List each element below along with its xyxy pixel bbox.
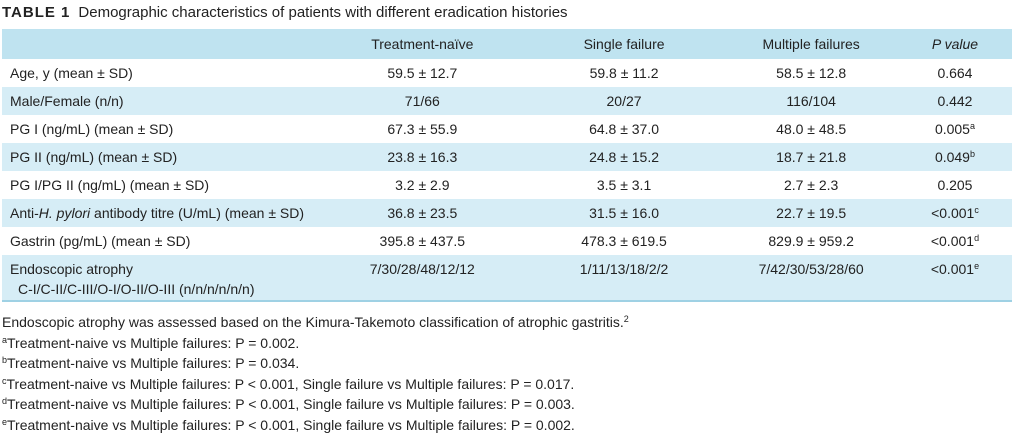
table-header-row: Treatment-naïve Single failure Multiple …	[2, 29, 1012, 59]
cell-single-failure: 59.8 ± 11.2	[589, 65, 659, 81]
row-label: PG I/PG II (ng/mL) (mean ± SD)	[10, 177, 210, 193]
cell-treatment-naive: 67.3 ± 55.9	[387, 121, 458, 137]
header-blank	[2, 29, 321, 59]
table-label: TABLE 1	[2, 4, 71, 21]
footnote-text: Treatment-naive vs Multiple failures: P …	[7, 416, 575, 433]
footnote-e: eTreatment-naive vs Multiple failures: P…	[2, 415, 629, 436]
p-value: <0.001	[930, 261, 975, 277]
footnote-mark: a	[969, 121, 975, 131]
table-row-antibody: Anti-H. pylori antibody titre (U/mL) (me…	[2, 199, 1012, 227]
header-multiple-failures: Multiple failures	[762, 36, 860, 52]
footnote-b: bTreatment-naive vs Multiple failures: P…	[2, 353, 629, 374]
p-value: <0.001	[930, 233, 975, 249]
footnote-text: Treatment-naive vs Multiple failures: P …	[7, 396, 575, 412]
cell-p-value: 0.442	[898, 87, 1012, 115]
footnote-main: Endoscopic atrophy was assessed based on…	[2, 312, 629, 333]
cell-multiple-failures: 22.7 ± 19.5	[776, 205, 847, 221]
demographics-table: Treatment-naïve Single failure Multiple …	[2, 29, 1012, 302]
table-title: Demographic characteristics of patients …	[78, 4, 568, 21]
row-label-line1: Endoscopic atrophy	[10, 261, 133, 277]
table-row-gastrin: Gastrin (pg/mL) (mean ± SD) 395.8 ± 437.…	[2, 227, 1012, 255]
cell-multiple-failures: 58.5 ± 12.8	[776, 65, 847, 81]
header-treatment-naive: Treatment-naïve	[371, 36, 474, 52]
footnote-mark: b	[2, 355, 8, 365]
cell-multiple-failures: 48.0 ± 48.5	[776, 121, 847, 137]
cell-treatment-naive: 395.8 ± 437.5	[379, 233, 466, 249]
cell-treatment-naive: 23.8 ± 16.3	[387, 149, 458, 165]
row-label: Endoscopic atrophy C-I/C-II/C-III/O-I/O-I…	[2, 255, 321, 301]
cell-p-value: <0.001e	[898, 255, 1012, 301]
cell-p-value: 0.205	[898, 171, 1012, 199]
footnote-mark: d	[2, 396, 8, 406]
cell-treatment-naive: 59.5 ± 12.7	[387, 65, 458, 81]
table-row-pg1: PG I (ng/mL) (mean ± SD) 67.3 ± 55.9 64.…	[2, 115, 1012, 143]
cell-multiple-failures: 829.9 ± 959.2	[768, 233, 854, 249]
table-row-endoscopic-atrophy: Endoscopic atrophy C-I/C-II/C-III/O-I/O-I…	[2, 255, 1012, 301]
table-row-sex: Male/Female (n/n) 71/66 20/27 116/104 0.…	[2, 87, 1012, 115]
cell-single-failure: 31.5 ± 16.0	[589, 205, 660, 221]
row-label: PG I (ng/mL) (mean ± SD)	[10, 121, 174, 137]
cell-single-failure: 1/11/13/18/2/2	[579, 261, 669, 277]
p-value: 0.049	[934, 149, 970, 165]
footnote-text: Treatment-naive vs Multiple failures: P …	[7, 355, 300, 371]
cell-treatment-naive: 3.2 ± 2.9	[395, 177, 450, 193]
cell-single-failure: 20/27	[606, 93, 642, 109]
table-row-age: Age, y (mean ± SD) 59.5 ± 12.7 59.8 ± 11…	[2, 59, 1012, 87]
header-single-failure: Single failure	[583, 36, 665, 52]
cell-treatment-naive: 71/66	[404, 93, 440, 109]
p-value: 0.664	[937, 65, 973, 81]
cell-multiple-failures: 2.7 ± 2.3	[783, 177, 839, 193]
table-row-pg2: PG II (ng/mL) (mean ± SD) 23.8 ± 16.3 24…	[2, 143, 1012, 171]
footnote-mark: a	[2, 334, 8, 345]
row-label-line2: C-I/C-II/C-III/O-I/O-II/O-III (n/n/n/n/n…	[18, 281, 255, 297]
cell-single-failure: 3.5 ± 3.1	[596, 177, 652, 193]
table-footnotes: Endoscopic atrophy was assessed based on…	[2, 312, 629, 435]
row-label: Anti-H. pylori antibody titre (U/mL) (me…	[2, 199, 321, 227]
cell-single-failure: 64.8 ± 37.0	[589, 121, 660, 137]
footnote-mark: d	[974, 233, 980, 243]
cell-p-value: 0.005a	[898, 115, 1012, 143]
row-label-suffix: antibody titre (U/mL) (mean ± SD)	[90, 205, 305, 221]
cell-multiple-failures: 116/104	[786, 93, 836, 109]
footnote-mark: e	[2, 416, 8, 427]
cell-p-value: <0.001d	[898, 227, 1012, 255]
reference-mark: 2	[623, 314, 629, 324]
p-value: 0.005	[934, 121, 970, 137]
cell-p-value: <0.001c	[898, 199, 1012, 227]
header-p-value: P value	[898, 29, 1012, 59]
row-label: Age, y (mean ± SD)	[10, 65, 133, 81]
cell-single-failure: 478.3 ± 619.5	[581, 233, 667, 249]
footnote-a: aTreatment-naive vs Multiple failures: P…	[2, 333, 629, 354]
p-value: 0.442	[937, 93, 973, 109]
row-label-prefix: Anti-	[10, 205, 39, 221]
p-value: 0.205	[937, 177, 973, 193]
cell-single-failure: 24.8 ± 15.2	[589, 149, 660, 165]
footnote-mark: c	[974, 205, 979, 215]
cell-multiple-failures: 7/42/30/53/28/60	[758, 261, 864, 277]
footnote-mark: c	[2, 375, 7, 386]
footnote-text: Treatment-naive vs Multiple failures: P …	[6, 375, 575, 392]
cell-p-value: 0.664	[898, 59, 1012, 87]
cell-multiple-failures: 18.7 ± 21.8	[776, 149, 847, 165]
footnote-c: cTreatment-naive vs Multiple failures: P…	[2, 374, 629, 395]
row-label: Male/Female (n/n)	[10, 93, 124, 109]
cell-p-value: 0.049b	[898, 143, 1012, 171]
row-label: PG II (ng/mL) (mean ± SD)	[10, 149, 178, 165]
footnote-main-text: Endoscopic atrophy was assessed based on…	[2, 314, 624, 330]
footnote-mark: b	[969, 149, 975, 159]
header-p-value-text: P value	[931, 36, 979, 52]
p-value: <0.001	[931, 205, 975, 221]
row-label-species: H. pylori	[38, 205, 91, 221]
footnote-mark: e	[974, 261, 980, 271]
cell-treatment-naive: 7/30/28/48/12/12	[369, 261, 475, 277]
footnote-d: dTreatment-naive vs Multiple failures: P…	[2, 394, 629, 415]
cell-treatment-naive: 36.8 ± 23.5	[387, 205, 458, 221]
row-label: Gastrin (pg/mL) (mean ± SD)	[10, 233, 191, 249]
footnote-text: Treatment-naive vs Multiple failures: P …	[7, 334, 300, 351]
table-caption: TABLE 1 Demographic characteristics of pa…	[2, 4, 568, 21]
table-row-pg-ratio: PG I/PG II (ng/mL) (mean ± SD) 3.2 ± 2.9…	[2, 171, 1012, 199]
